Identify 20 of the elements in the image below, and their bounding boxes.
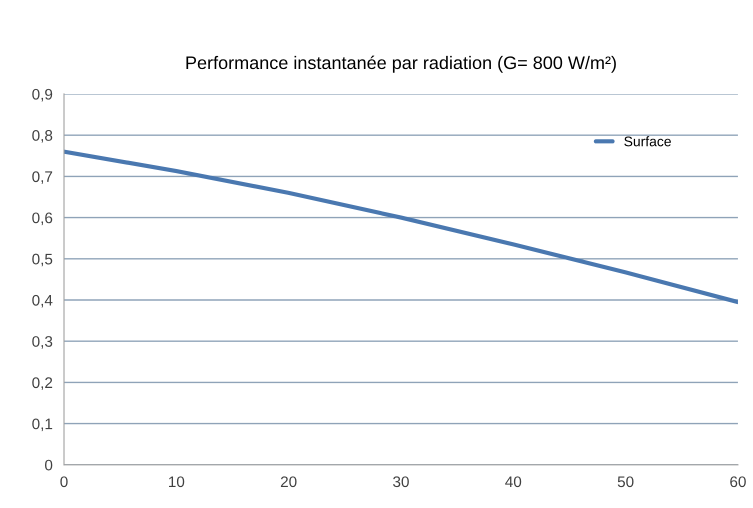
y-tick-label: 0 [44,460,52,471]
line-series [64,150,738,304]
y-tick-label: 0,2 [32,377,52,390]
x-tick-label: 20 [280,476,297,488]
y-tick-label: 0,6 [32,212,52,226]
x-tick-label: 50 [618,476,634,488]
y-tick-label: 0,8 [32,130,52,143]
legend-label: Surface [624,136,671,146]
x-tick-label: 0 [60,476,68,488]
x-tick-label: 40 [505,476,522,488]
x-tick-label: 10 [168,476,184,488]
x-tick-label: 30 [393,476,409,488]
y-tick-label: 0,3 [32,336,52,349]
y-tick-label: 0,9 [32,88,52,102]
y-tick-label: 0,7 [32,171,52,184]
x-tick-label: 60 [730,476,746,488]
chart-title: Performance instantanée par radiation (G= 800 W/m²) [186,56,616,73]
y-tick-label: 0,4 [32,294,52,308]
y-tick-label: 0,1 [32,418,52,432]
y-tick-label: 0,5 [32,254,52,266]
